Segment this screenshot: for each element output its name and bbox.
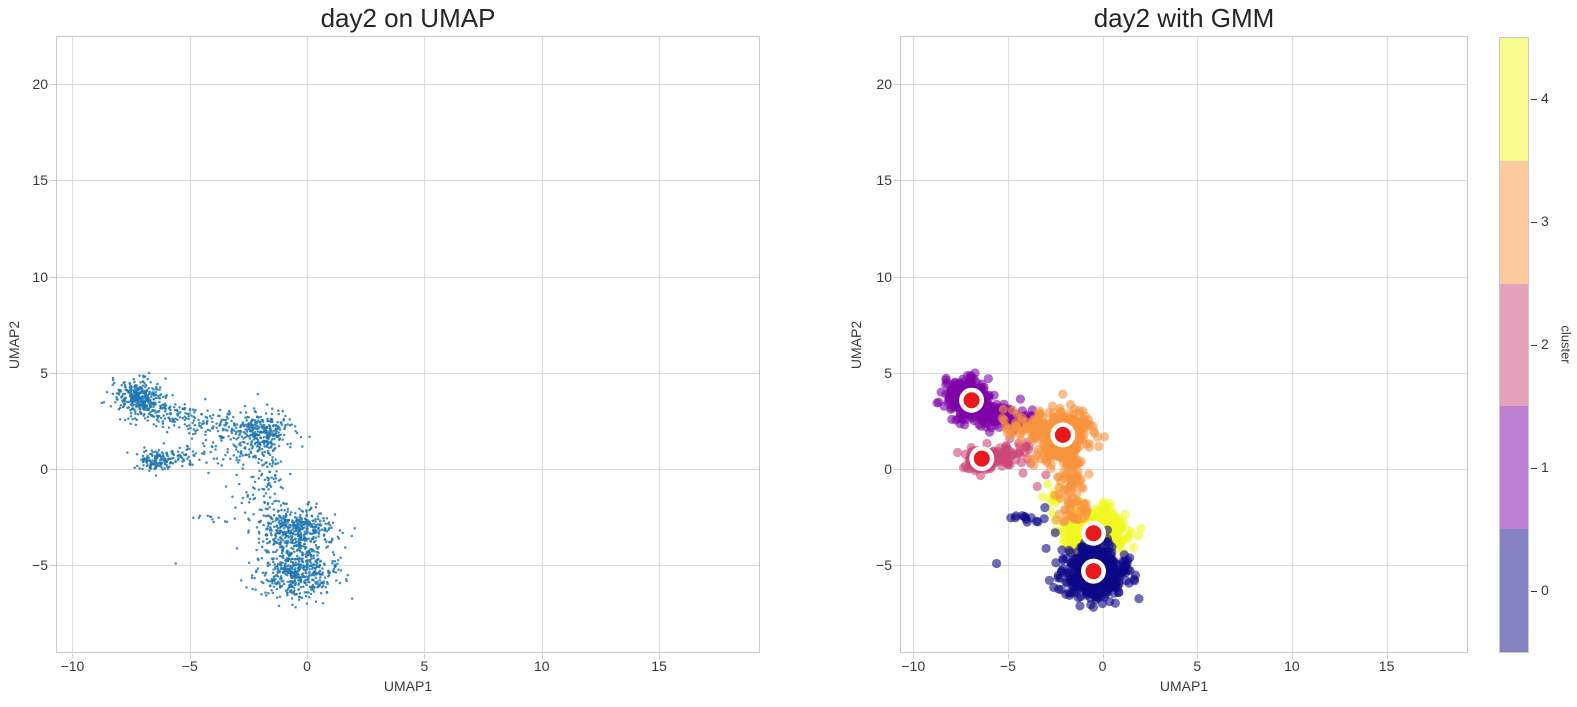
colorbar-tick-label: 0 (1541, 582, 1549, 599)
colorbar-tick-mark (1531, 468, 1537, 470)
x-tick-mark (189, 654, 191, 659)
y-tick-mark (894, 372, 900, 374)
x-tick-label: −10 (60, 658, 85, 674)
x-tick-label: 5 (420, 658, 429, 674)
x-tick-label: −5 (181, 658, 198, 674)
y-tick-mark (50, 565, 56, 567)
left-plot-title: day2 on UMAP (320, 3, 496, 33)
y-tick-label: −5 (876, 557, 892, 574)
y-tick-mark (894, 469, 900, 471)
left-x-axis-label: UMAP1 (383, 678, 433, 694)
x-tick-label: 10 (1284, 658, 1300, 674)
colorbar-segment-4 (1500, 38, 1528, 161)
y-tick-label: 0 (40, 461, 48, 478)
x-tick-mark (1102, 654, 1104, 659)
colorbar-segment-0 (1500, 529, 1528, 652)
y-tick-mark (50, 180, 56, 182)
colorbar-segment-1 (1500, 406, 1528, 530)
x-tick-mark (659, 654, 661, 659)
x-tick-mark (307, 654, 309, 659)
y-tick-mark (894, 84, 900, 86)
x-tick-label: −10 (901, 658, 926, 674)
x-tick-mark (1386, 654, 1388, 659)
x-tick-mark (1007, 654, 1009, 659)
y-tick-mark (894, 180, 900, 182)
y-tick-label: 20 (32, 76, 48, 93)
colorbar-tick-mark (1531, 591, 1537, 593)
x-tick-mark (541, 654, 543, 659)
y-tick-mark (50, 372, 56, 374)
gmm-scatter-canvas (900, 36, 1468, 653)
x-tick-mark (1197, 654, 1199, 659)
x-tick-mark (424, 654, 426, 659)
y-tick-label: −5 (32, 557, 48, 574)
x-tick-label: 15 (1378, 658, 1395, 674)
colorbar-segment-2 (1500, 283, 1528, 407)
right-plot-title: day2 with GMM (1093, 3, 1275, 33)
x-tick-label: 10 (533, 658, 550, 674)
colorbar-tick-label: 2 (1541, 336, 1549, 352)
y-tick-label: 15 (876, 172, 892, 189)
x-tick-mark (72, 654, 74, 659)
y-tick-label: 5 (40, 364, 48, 381)
y-tick-label: 5 (884, 364, 892, 381)
right-x-axis-label: UMAP1 (1159, 678, 1209, 694)
x-tick-label: −5 (999, 658, 1016, 674)
colorbar-tick-mark (1531, 221, 1537, 223)
y-tick-label: 15 (32, 172, 48, 189)
y-tick-mark (50, 84, 56, 86)
y-tick-label: 10 (876, 268, 892, 285)
colorbar-label: cluster (1558, 325, 1574, 364)
colorbar-tick-mark (1531, 345, 1537, 346)
y-tick-mark (50, 469, 56, 471)
colorbar (1499, 37, 1529, 653)
y-tick-mark (894, 276, 900, 278)
colorbar-tick-label: 4 (1541, 89, 1549, 106)
y-tick-label: 10 (32, 268, 48, 285)
colorbar-tick-label: 3 (1541, 212, 1549, 229)
x-tick-label: 0 (303, 658, 311, 674)
y-tick-mark (894, 565, 900, 567)
colorbar-tick-label: 1 (1541, 459, 1549, 476)
y-tick-label: 20 (876, 76, 892, 93)
x-tick-mark (913, 654, 915, 659)
x-tick-label: 0 (1098, 658, 1107, 674)
umap-scatter-canvas (56, 36, 760, 653)
y-tick-label: 0 (884, 461, 892, 478)
colorbar-segment-3 (1500, 160, 1528, 284)
x-tick-label: 5 (1193, 658, 1202, 674)
x-tick-mark (1291, 654, 1293, 659)
colorbar-tick-mark (1531, 98, 1537, 100)
y-tick-mark (50, 276, 56, 278)
x-tick-label: 15 (651, 658, 667, 674)
